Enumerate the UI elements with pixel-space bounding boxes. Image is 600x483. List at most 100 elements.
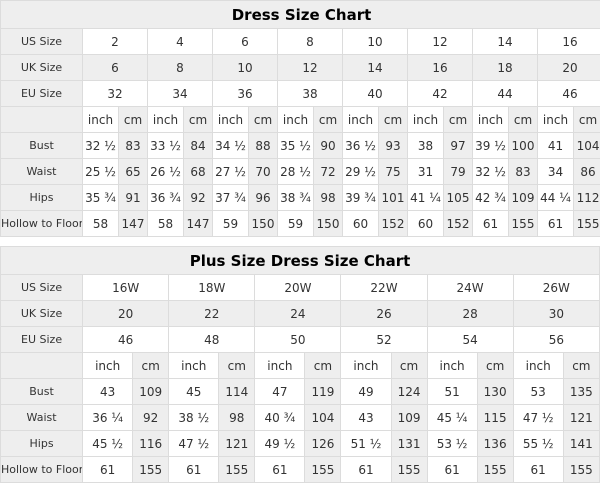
row-label-waist: Waist — [1, 159, 83, 185]
bust-cm-cell: 83 — [119, 133, 148, 159]
unit-inch-cell: inch — [408, 107, 444, 133]
row-label-eu-size: EU Size — [1, 327, 83, 353]
table-title: Plus Size Dress Size Chart — [1, 247, 600, 275]
waist-cm-cell: 98 — [219, 405, 255, 431]
bust-inch-cell: 39 ½ — [473, 133, 509, 159]
uk-size-cell: 20 — [538, 55, 600, 81]
eu-size-cell: 52 — [341, 327, 427, 353]
bust-cm-cell: 93 — [379, 133, 408, 159]
bust-cm-cell: 124 — [391, 379, 427, 405]
unit-inch-cell: inch — [255, 353, 305, 379]
hips-cm-cell: 112 — [574, 185, 600, 211]
row-label-us-size: US Size — [1, 275, 83, 301]
eu-size-cell: 40 — [343, 81, 408, 107]
eu-size-cell: 34 — [148, 81, 213, 107]
hollow-to-floor-cm-cell: 150 — [249, 211, 278, 237]
waist-inch-cell: 32 ½ — [473, 159, 509, 185]
hollow-to-floor-cm-cell: 147 — [184, 211, 213, 237]
waist-inch-cell: 45 ¼ — [427, 405, 477, 431]
uk-size-cell: 24 — [255, 301, 341, 327]
bust-inch-cell: 33 ½ — [148, 133, 184, 159]
unit-cm-cell: cm — [379, 107, 408, 133]
waist-inch-cell: 28 ½ — [278, 159, 314, 185]
waist-inch-cell: 38 ½ — [169, 405, 219, 431]
waist-inch-cell: 26 ½ — [148, 159, 184, 185]
hollow-to-floor-inch-cell: 60 — [408, 211, 444, 237]
table-title-row: Plus Size Dress Size Chart — [1, 247, 600, 275]
unit-cm-cell: cm — [444, 107, 473, 133]
hollow-to-floor-inch-cell: 59 — [278, 211, 314, 237]
hollow-to-floor-inch-cell: 61 — [473, 211, 509, 237]
us-size-cell: 20W — [255, 275, 341, 301]
hollow-to-floor-inch-cell: 58 — [83, 211, 119, 237]
hips-inch-cell: 41 ¼ — [408, 185, 444, 211]
hips-cm-cell: 98 — [314, 185, 343, 211]
unit-row-empty-cell — [1, 107, 83, 133]
eu-size-cell: 38 — [278, 81, 343, 107]
hips-inch-cell: 37 ¾ — [213, 185, 249, 211]
hollow-to-floor-inch-cell: 61 — [341, 457, 391, 483]
us-size-cell: 10 — [343, 29, 408, 55]
unit-inch-cell: inch — [538, 107, 574, 133]
hips-cm-cell: 92 — [184, 185, 213, 211]
hips-inch-cell: 39 ¾ — [343, 185, 379, 211]
unit-cm-cell: cm — [509, 107, 538, 133]
row-label-uk-size: UK Size — [1, 55, 83, 81]
waist-cm-cell: 86 — [574, 159, 600, 185]
waist-inch-cell: 40 ¾ — [255, 405, 305, 431]
bust-inch-cell: 53 — [513, 379, 563, 405]
unit-inch-cell: inch — [427, 353, 477, 379]
bust-cm-cell: 88 — [249, 133, 278, 159]
unit-cm-cell: cm — [563, 353, 599, 379]
waist-inch-cell: 43 — [341, 405, 391, 431]
waist-cm-cell: 72 — [314, 159, 343, 185]
bust-inch-cell: 36 ½ — [343, 133, 379, 159]
table-title: Dress Size Chart — [1, 1, 600, 29]
hips-inch-cell: 53 ½ — [427, 431, 477, 457]
waist-cm-cell: 92 — [133, 405, 169, 431]
bust-cm-cell: 104 — [574, 133, 600, 159]
eu-size-cell: 44 — [473, 81, 538, 107]
hips-inch-cell: 35 ¾ — [83, 185, 119, 211]
unit-cm-cell: cm — [314, 107, 343, 133]
uk-size-cell: 10 — [213, 55, 278, 81]
unit-inch-cell: inch — [473, 107, 509, 133]
hips-cm-cell: 141 — [563, 431, 599, 457]
hips-cm-cell: 121 — [219, 431, 255, 457]
hollow-to-floor-cm-cell: 155 — [133, 457, 169, 483]
us-size-cell: 26W — [513, 275, 599, 301]
table-title-row: Dress Size Chart — [1, 1, 600, 29]
waist-cm-cell: 115 — [477, 405, 513, 431]
hollow-to-floor-inch-cell: 61 — [169, 457, 219, 483]
eu-size-cell: 56 — [513, 327, 599, 353]
bust-inch-cell: 35 ½ — [278, 133, 314, 159]
row-label-us-size: US Size — [1, 29, 83, 55]
hollow-to-floor-cm-cell: 155 — [477, 457, 513, 483]
us-size-cell: 12 — [408, 29, 473, 55]
row-label-bust: Bust — [1, 133, 83, 159]
hips-inch-cell: 45 ½ — [83, 431, 133, 457]
us-size-cell: 22W — [341, 275, 427, 301]
unit-inch-cell: inch — [169, 353, 219, 379]
bust-cm-cell: 109 — [133, 379, 169, 405]
hollow-to-floor-inch-cell: 61 — [538, 211, 574, 237]
unit-cm-cell: cm — [119, 107, 148, 133]
eu-size-cell: 32 — [83, 81, 148, 107]
hips-cm-cell: 91 — [119, 185, 148, 211]
hollow-to-floor-cm-cell: 155 — [391, 457, 427, 483]
eu-size-cell: 36 — [213, 81, 278, 107]
unit-cm-cell: cm — [219, 353, 255, 379]
waist-cm-cell: 79 — [444, 159, 473, 185]
hollow-to-floor-cm-cell: 152 — [379, 211, 408, 237]
unit-row-empty-cell — [1, 353, 83, 379]
